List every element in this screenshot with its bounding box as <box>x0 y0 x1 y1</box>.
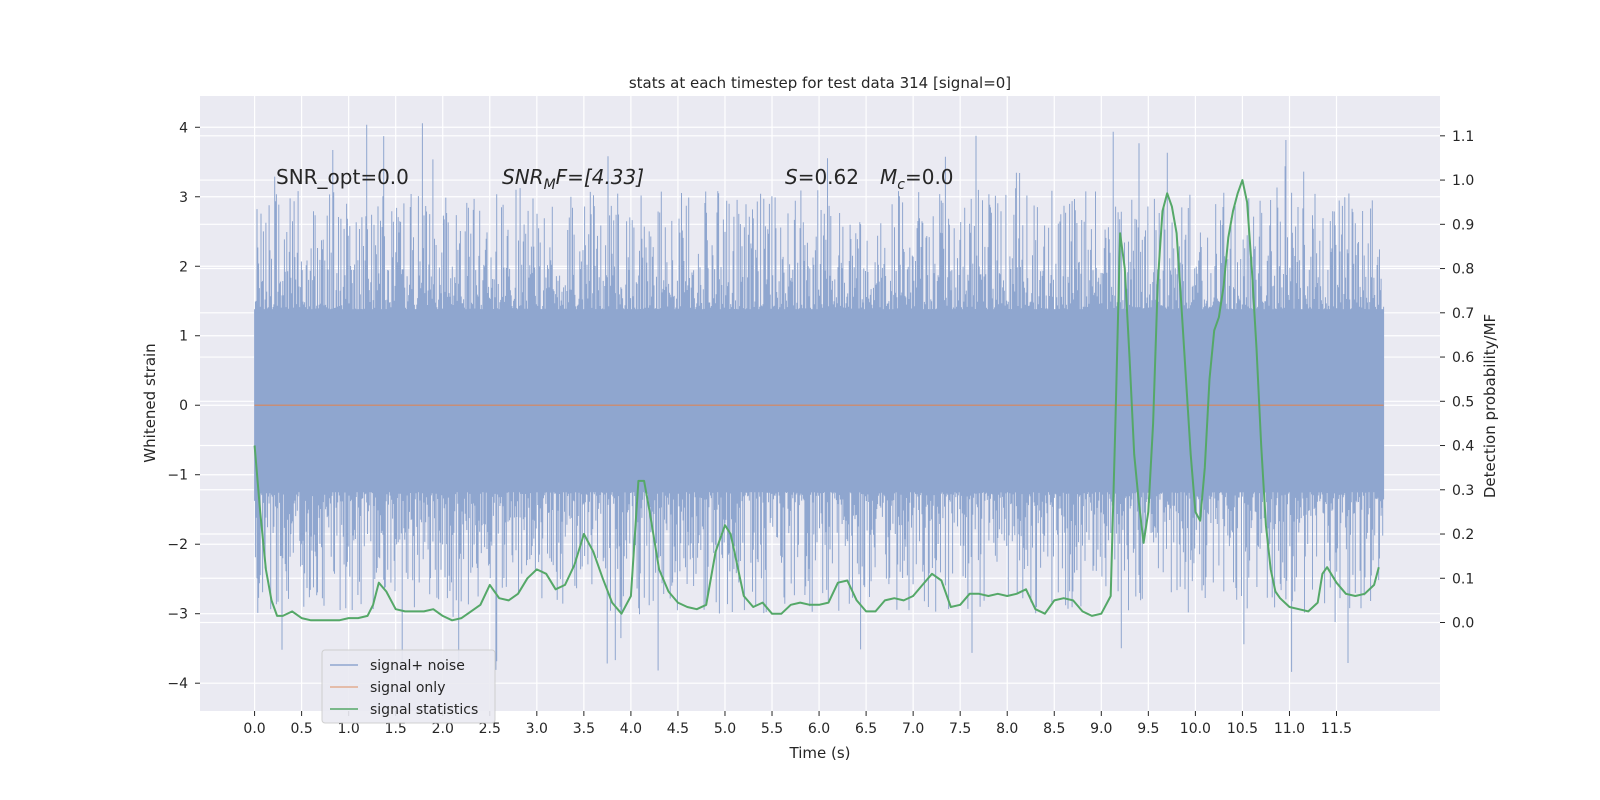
s-value: =0.62 <box>798 165 859 189</box>
x-tick-label: 7.0 <box>902 721 924 737</box>
x-tick-label: 1.0 <box>338 721 360 737</box>
x-tick-label: 2.5 <box>479 721 501 737</box>
y2-tick-label: 0.0 <box>1452 616 1474 632</box>
x-tick-label: 11.0 <box>1274 721 1305 737</box>
y-tick-label: −4 <box>167 676 188 692</box>
x-tick-label: 3.0 <box>526 721 548 737</box>
y2-tick-label: 0.4 <box>1452 439 1474 455</box>
x-tick-label: 6.5 <box>855 721 877 737</box>
x-tick-label: 7.5 <box>949 721 971 737</box>
x-tick-label: 1.5 <box>385 721 407 737</box>
x-tick-label: 3.5 <box>573 721 595 737</box>
x-tick-label: 10.5 <box>1227 721 1258 737</box>
y2-tick-label: 1.0 <box>1452 173 1474 189</box>
x-tick-label: 4.0 <box>620 721 642 737</box>
y-tick-label: 3 <box>179 190 188 206</box>
x-tick-label: 0.5 <box>290 721 312 737</box>
signal-plus-noise-series <box>254 123 1385 672</box>
snr-mf-annotation: SNRMF=[4.33] <box>502 165 644 193</box>
y2-tick-label: 0.9 <box>1452 217 1474 233</box>
y2-tick-label: 0.6 <box>1452 350 1474 366</box>
legend: signal+ noise signal only signal statist… <box>321 649 496 724</box>
y-tick-label: 4 <box>179 120 188 136</box>
x-tick-label: 9.0 <box>1090 721 1112 737</box>
y2-tick-label: 0.5 <box>1452 394 1474 410</box>
y-tick-label: −3 <box>167 607 188 623</box>
legend-label-signal-plus-noise: signal+ noise <box>370 658 465 674</box>
y2-tick-label: 0.7 <box>1452 306 1474 322</box>
x-tick-label: 9.5 <box>1137 721 1159 737</box>
y-axis-ticks: 4 3 2 1 0 −1 −2 −3 −4 <box>167 120 200 692</box>
x-tick-label: 0.0 <box>243 721 265 737</box>
chart-title: stats at each timestep for test data 314… <box>629 74 1011 92</box>
y-tick-label: 0 <box>179 398 188 414</box>
y-tick-label: −2 <box>167 537 188 553</box>
legend-label-signal-only: signal only <box>370 680 445 696</box>
y2-tick-label: 0.2 <box>1452 527 1474 543</box>
x-tick-label: 4.5 <box>667 721 689 737</box>
y-tick-label: −1 <box>167 468 188 484</box>
y2-tick-label: 1.1 <box>1452 129 1474 145</box>
mc-symbol: M <box>880 165 897 189</box>
signal-statistics-series <box>253 179 1380 622</box>
y2-tick-label: 0.8 <box>1452 262 1474 278</box>
legend-label-signal-statistics: signal statistics <box>370 702 478 718</box>
x-tick-label: 8.5 <box>1043 721 1065 737</box>
x-tick-label: 10.0 <box>1180 721 1211 737</box>
x-tick-label: 2.0 <box>432 721 454 737</box>
x-tick-label: 6.0 <box>808 721 830 737</box>
s-annotation: S=0.62 <box>785 165 859 189</box>
x-axis-label: Time (s) <box>789 744 851 762</box>
y2-tick-label: 0.1 <box>1452 571 1474 587</box>
x-tick-label: 11.5 <box>1321 721 1352 737</box>
legend-box <box>321 649 496 724</box>
snr-mf-symbol: SNR <box>502 165 544 189</box>
mc-annotation: Mc=0.0 <box>880 165 954 193</box>
y-tick-label: 2 <box>179 259 188 275</box>
y-axis-label: Whitened strain <box>141 343 159 462</box>
mc-subscript: c <box>897 177 905 193</box>
y2-tick-label: 0.3 <box>1452 483 1474 499</box>
x-axis-ticks: 0.0 0.5 1.0 1.5 2.0 2.5 3.0 3.5 4.0 4.5 5.0 5.5 6.0 6… <box>243 711 1352 737</box>
x-tick-label: 5.5 <box>761 721 783 737</box>
x-tick-label: 5.0 <box>714 721 736 737</box>
snr-mf-value: F=[4.33] <box>556 165 644 189</box>
mc-value: =0.0 <box>905 165 954 189</box>
y2-axis-label: Detection probability/MF <box>1481 314 1499 498</box>
y-tick-label: 1 <box>179 329 188 345</box>
snr-mf-subscript: M <box>544 177 556 193</box>
snr-opt-annotation: SNR_opt=0.0 <box>276 165 409 189</box>
x-tick-label: 8.0 <box>996 721 1018 737</box>
signal-statistics-line <box>253 179 1380 622</box>
s-symbol: S <box>785 165 798 189</box>
y2-axis-ticks: 1.1 1.0 0.9 0.8 0.7 0.6 0.5 0.4 0.3 0.2 0.1 0.0 <box>1440 129 1474 632</box>
